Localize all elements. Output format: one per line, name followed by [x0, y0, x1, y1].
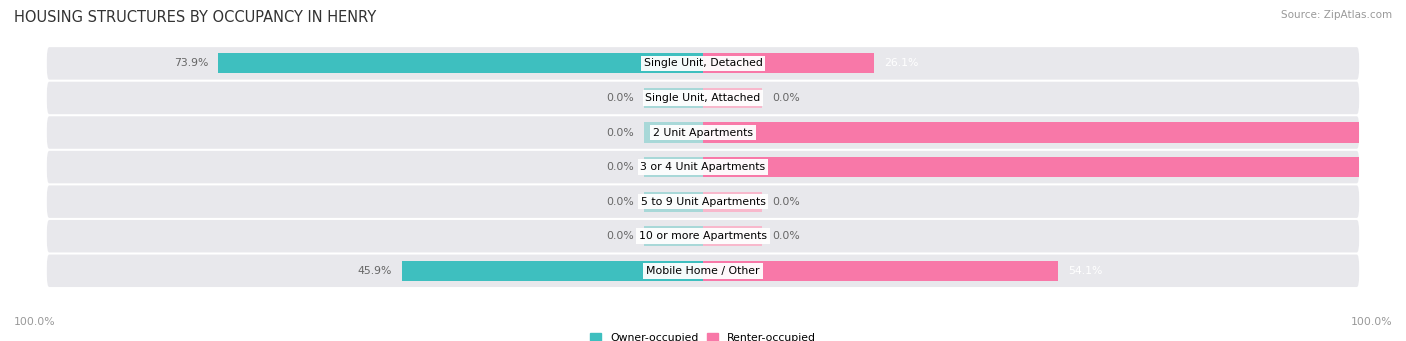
Bar [218, 53, 703, 73]
Bar [644, 226, 703, 246]
Text: 100.0%: 100.0% [1350, 317, 1392, 327]
Text: 0.0%: 0.0% [772, 231, 800, 241]
Bar [703, 226, 762, 246]
Text: 0.0%: 0.0% [606, 197, 634, 207]
Text: 100.0%: 100.0% [1369, 162, 1406, 172]
Text: 45.9%: 45.9% [357, 266, 392, 276]
FancyBboxPatch shape [46, 254, 1360, 287]
Text: 5 to 9 Unit Apartments: 5 to 9 Unit Apartments [641, 197, 765, 207]
Bar [644, 192, 703, 212]
Text: 100.0%: 100.0% [1369, 128, 1406, 137]
Bar [703, 88, 762, 108]
Legend: Owner-occupied, Renter-occupied: Owner-occupied, Renter-occupied [591, 333, 815, 341]
Text: 100.0%: 100.0% [14, 317, 56, 327]
Text: 3 or 4 Unit Apartments: 3 or 4 Unit Apartments [641, 162, 765, 172]
FancyBboxPatch shape [46, 47, 1360, 80]
Text: 2 Unit Apartments: 2 Unit Apartments [652, 128, 754, 137]
FancyBboxPatch shape [46, 151, 1360, 183]
Bar [703, 122, 1360, 143]
Bar [703, 157, 1360, 177]
Bar [644, 157, 703, 177]
FancyBboxPatch shape [46, 116, 1360, 149]
Text: 0.0%: 0.0% [606, 93, 634, 103]
Text: 0.0%: 0.0% [606, 162, 634, 172]
Text: 73.9%: 73.9% [174, 58, 208, 69]
Bar [703, 53, 875, 73]
Text: Source: ZipAtlas.com: Source: ZipAtlas.com [1281, 10, 1392, 20]
Text: Mobile Home / Other: Mobile Home / Other [647, 266, 759, 276]
Text: 0.0%: 0.0% [772, 93, 800, 103]
Bar [703, 192, 762, 212]
Text: HOUSING STRUCTURES BY OCCUPANCY IN HENRY: HOUSING STRUCTURES BY OCCUPANCY IN HENRY [14, 10, 377, 25]
FancyBboxPatch shape [46, 82, 1360, 114]
Text: 54.1%: 54.1% [1067, 266, 1102, 276]
Text: 0.0%: 0.0% [772, 197, 800, 207]
Text: 0.0%: 0.0% [606, 231, 634, 241]
Text: Single Unit, Attached: Single Unit, Attached [645, 93, 761, 103]
Text: Single Unit, Detached: Single Unit, Detached [644, 58, 762, 69]
Text: 0.0%: 0.0% [606, 128, 634, 137]
FancyBboxPatch shape [46, 220, 1360, 252]
FancyBboxPatch shape [46, 186, 1360, 218]
Text: 10 or more Apartments: 10 or more Apartments [638, 231, 768, 241]
Bar [644, 88, 703, 108]
Bar [703, 261, 1057, 281]
Bar [402, 261, 703, 281]
Bar [644, 122, 703, 143]
Text: 26.1%: 26.1% [884, 58, 918, 69]
